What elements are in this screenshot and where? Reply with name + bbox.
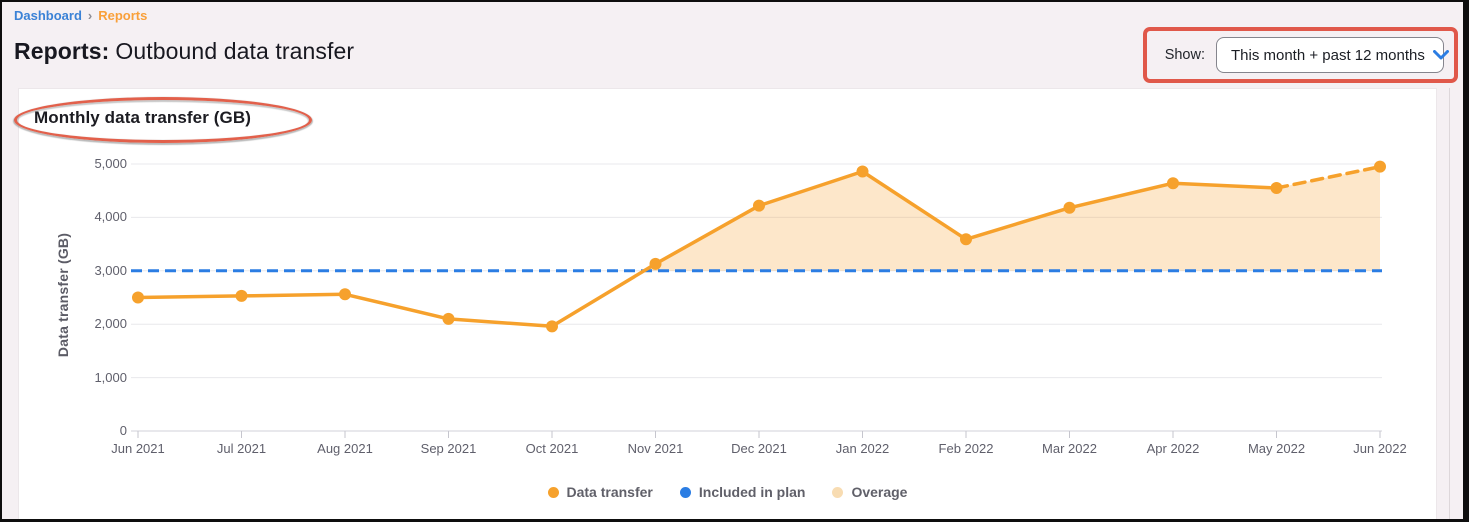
legend-dot-icon (547, 486, 559, 498)
y-tick-label: 2,000 (94, 316, 127, 332)
show-period-value: This month + past 12 months (1231, 46, 1425, 64)
data-point[interactable] (546, 320, 558, 333)
chart-card: Monthly data transfer (GB) Data transfer… (14, 88, 1437, 519)
data-transfer-projected-line (1274, 164, 1382, 190)
x-tick-label: May 2022 (1247, 441, 1306, 456)
legend-label: Included in plan (698, 484, 806, 500)
y-tick-label: 5,000 (94, 156, 127, 171)
x-tick-label: Nov 2021 (627, 441, 684, 456)
x-tick-label: Sep 2021 (420, 441, 477, 456)
page-title-prefix: Reports: (14, 38, 110, 64)
show-period-select[interactable]: This month + past 12 months (1216, 37, 1449, 73)
x-tick-label: Feb 2022 (938, 441, 994, 456)
overage-area (644, 166, 1380, 271)
y-tick-label: 4,000 (94, 209, 127, 225)
y-tick-label: 3,000 (94, 262, 127, 278)
legend-dot-icon (832, 486, 844, 498)
data-transfer-line (136, 169, 1279, 329)
data-point[interactable] (1063, 201, 1076, 214)
y-tick-label: 0 (119, 423, 127, 438)
data-point[interactable] (856, 165, 869, 178)
page-title-text: Outbound data transfer (115, 38, 355, 64)
x-tick-label: Dec 2021 (731, 441, 787, 456)
data-point[interactable] (649, 257, 662, 270)
legend-item: Included in plan (679, 484, 806, 500)
scrollbar-track-divider[interactable] (1449, 88, 1450, 519)
data-point[interactable] (132, 291, 144, 304)
line-chart (131, 160, 1386, 438)
data-point[interactable] (235, 289, 248, 302)
x-tick-label: Jul 2021 (216, 441, 267, 456)
x-tick-label: Mar 2022 (1042, 441, 1097, 456)
chart-title: Monthly data transfer (GB) (34, 108, 252, 127)
data-point[interactable] (960, 233, 972, 246)
x-tick-label: Jun 2021 (111, 441, 165, 456)
data-point[interactable] (753, 199, 765, 212)
y-tick-label: 1,000 (94, 369, 127, 385)
legend-dot-icon (679, 486, 691, 498)
legend-item: Data transfer (547, 484, 653, 500)
show-label: Show: (1164, 47, 1205, 63)
x-tick-label: Apr 2022 (1146, 441, 1200, 456)
breadcrumb: Dashboard › Reports (14, 8, 147, 23)
x-tick-label: Aug 2021 (317, 441, 373, 456)
breadcrumb-separator: › (87, 8, 93, 23)
annotation-box-show-filter: Show: This month + past 12 months (1142, 27, 1458, 83)
data-point[interactable] (1167, 177, 1179, 190)
legend-label: Overage (851, 484, 908, 500)
chart-legend: Data transfer Included in plan Overage (19, 484, 1436, 500)
data-point[interactable] (1270, 182, 1283, 195)
x-tick-label: Oct 2021 (525, 441, 579, 456)
chevron-down-icon (1432, 50, 1449, 60)
legend-label: Data transfer (566, 484, 653, 500)
x-tick-label: Jun 2022 (1353, 441, 1407, 456)
data-point[interactable] (1374, 160, 1386, 173)
data-point[interactable] (442, 312, 455, 325)
page-title: Reports: Outbound data transfer (14, 38, 354, 65)
x-tick-label: Jan 2022 (835, 441, 890, 456)
breadcrumb-dashboard-link[interactable]: Dashboard (14, 8, 82, 23)
legend-item: Overage (832, 484, 907, 500)
breadcrumb-reports-link[interactable]: Reports (98, 8, 148, 23)
data-point[interactable] (339, 288, 351, 301)
